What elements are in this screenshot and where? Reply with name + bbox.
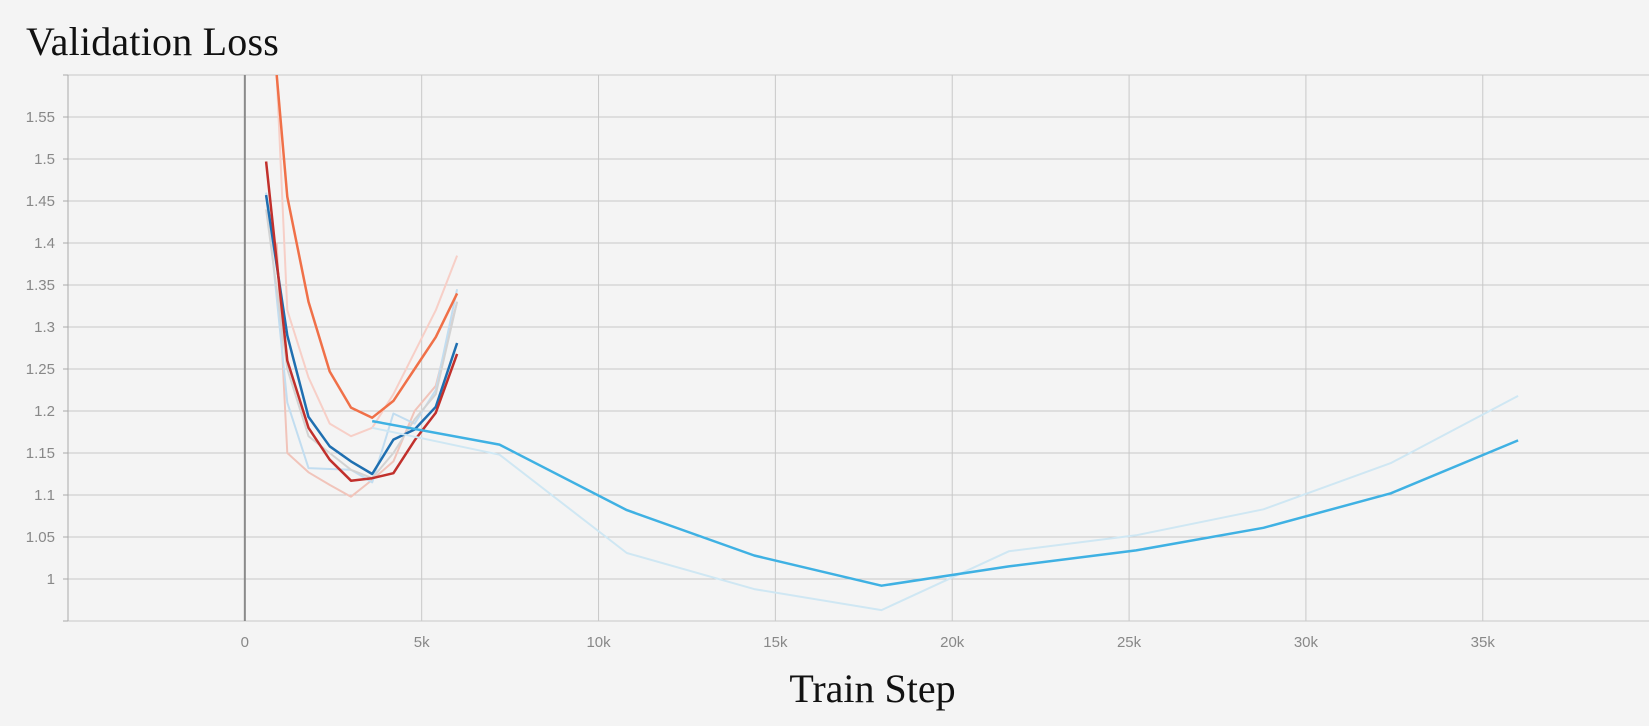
x-axis-title: Train Step — [789, 666, 956, 711]
x-tick-label: 35k — [1471, 634, 1496, 651]
y-tick-label: 1 — [47, 571, 55, 588]
series-line-1 — [275, 75, 459, 438]
x-tick-label: 5k — [414, 634, 430, 651]
x-tick-label: 25k — [1117, 634, 1142, 651]
series-line-8 — [371, 395, 1519, 612]
series-group — [264, 75, 1519, 612]
y-tick-label: 1.45 — [26, 193, 55, 210]
y-tick-label: 1.4 — [34, 235, 55, 252]
series-line-7 — [264, 161, 459, 482]
y-tick-label: 1.1 — [34, 487, 55, 504]
x-tick-label: 20k — [940, 634, 965, 651]
y-tick-label: 1.3 — [34, 319, 55, 336]
x-tick-label: 30k — [1294, 634, 1319, 651]
y-tick-label: 1.5 — [34, 151, 55, 168]
x-tick-label: 0 — [241, 634, 249, 651]
series-line-2 — [275, 242, 459, 498]
y-tick-label: 1.35 — [26, 277, 55, 294]
y-tick-label: 1.55 — [26, 109, 55, 126]
x-tick-label: 15k — [763, 634, 788, 651]
series-line-4 — [265, 209, 459, 480]
y-tick-label: 1.2 — [34, 403, 55, 420]
series-line-9 — [371, 419, 1519, 587]
x-tick-label: 10k — [586, 634, 611, 651]
chart-title: Validation Loss — [26, 19, 279, 64]
series-line-6 — [264, 194, 459, 476]
series-line-5 — [275, 75, 459, 419]
y-tick-label: 1.25 — [26, 361, 55, 378]
y-tick-label: 1.05 — [26, 529, 55, 546]
y-tick-label: 1.15 — [26, 445, 55, 462]
